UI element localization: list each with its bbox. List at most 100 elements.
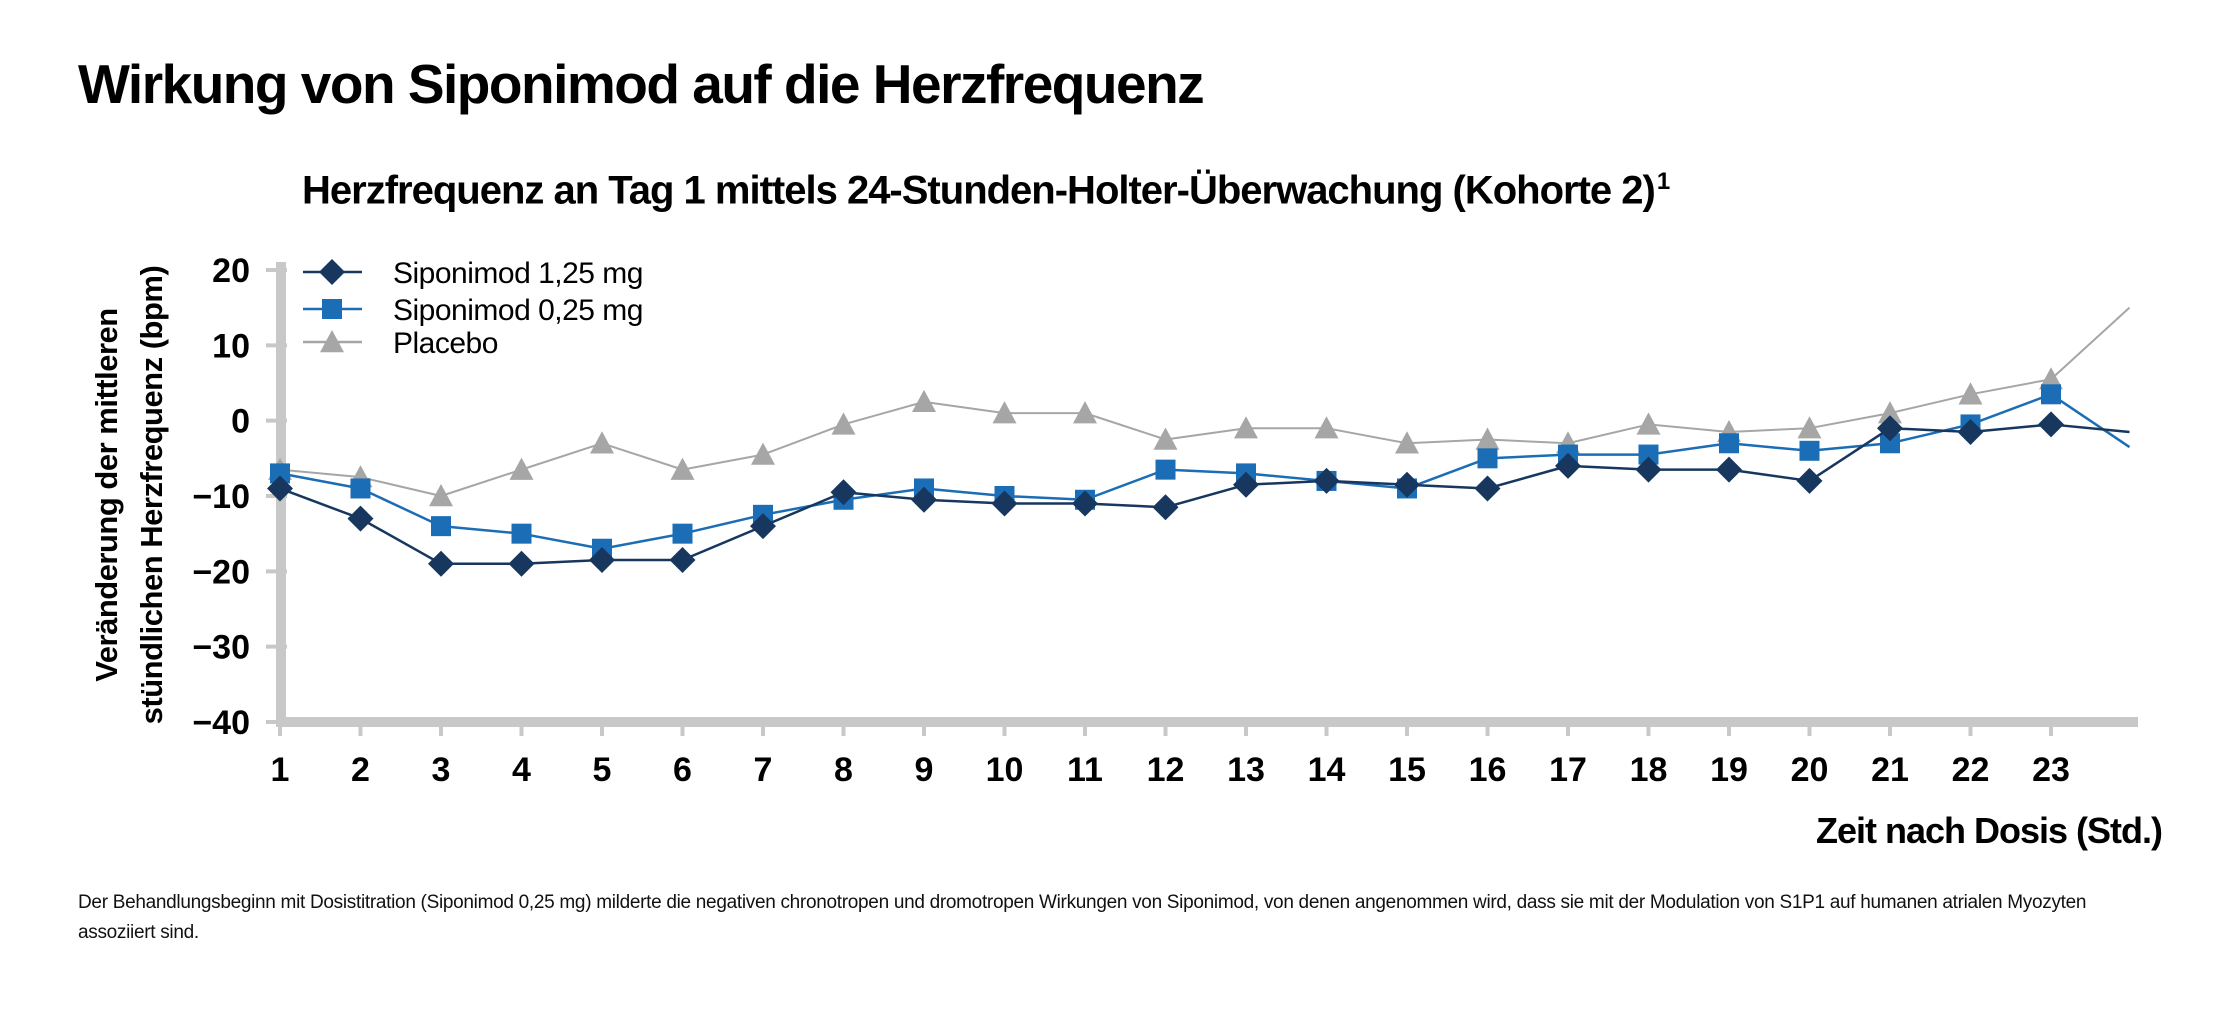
chart-title-text: Herzfrequenz an Tag 1 mittels 24-Stunden…: [302, 168, 1656, 213]
legend-marker: [322, 299, 342, 319]
x-tick-label: 12: [1147, 751, 1185, 789]
series-square: [270, 384, 2131, 559]
data-point: [1072, 490, 1098, 517]
data-point: [1073, 401, 1097, 424]
data-point: [1394, 471, 1420, 498]
x-tick-label: 5: [593, 751, 612, 789]
x-tick-label: 16: [1469, 751, 1507, 789]
data-point: [270, 463, 290, 484]
series-diamond: [267, 411, 2130, 577]
legend-label: Siponimod 1,25 mg: [393, 257, 643, 290]
y-tick-label: −10: [192, 478, 250, 516]
data-point: [1958, 382, 1983, 405]
data-point: [750, 513, 776, 540]
series-line: [279, 393, 2131, 550]
x-tick-label: 7: [754, 751, 773, 789]
data-point: [1877, 415, 1903, 442]
data-point: [1395, 431, 1419, 454]
data-point: [508, 550, 535, 577]
x-tick-label: 21: [1871, 751, 1909, 789]
data-point: [2039, 367, 2063, 390]
x-tick-label: 4: [512, 751, 531, 789]
data-point: [1477, 448, 1498, 469]
data-point: [1957, 418, 1984, 445]
y-tick-label: −20: [192, 553, 250, 591]
data-point: [669, 547, 696, 574]
series-line: [279, 306, 2131, 497]
data-point: [1635, 456, 1662, 483]
data-point: [2038, 411, 2064, 438]
footnote: Der Behandlungsbeginn mit Dosistitration…: [78, 892, 2087, 943]
y-axis-label-line: Veränderung der mittleren: [89, 308, 124, 681]
x-tick-label: 8: [834, 751, 853, 789]
y-tick-label: 20: [212, 252, 250, 290]
data-point: [1233, 471, 1259, 498]
x-tick-label: 15: [1388, 751, 1426, 789]
data-point: [1880, 433, 1900, 454]
data-point: [1475, 427, 1500, 450]
x-tick-label: 18: [1630, 751, 1668, 789]
x-tick-label: 17: [1549, 751, 1587, 789]
data-point: [992, 401, 1017, 424]
x-tick-label: 11: [1067, 751, 1103, 789]
x-tick-label: 1: [271, 751, 290, 789]
x-tick-label: 20: [1791, 751, 1829, 789]
data-point: [1799, 440, 1820, 461]
data-point: [1638, 444, 1659, 465]
x-axis-label: Zeit nach Dosis (Std.): [1816, 810, 2162, 851]
data-point: [2041, 384, 2061, 405]
x-tick-label: 10: [986, 751, 1024, 789]
data-point: [1234, 416, 1258, 439]
data-point: [911, 486, 937, 513]
data-point: [509, 457, 534, 480]
y-tick-label: 10: [212, 327, 250, 365]
data-point: [670, 457, 695, 480]
data-point: [1555, 452, 1581, 479]
data-point: [1314, 416, 1339, 439]
data-point: [672, 523, 693, 544]
legend-label: Placebo: [393, 327, 498, 360]
y-tick-label: −40: [192, 704, 250, 742]
x-tick-label: 3: [432, 751, 451, 789]
data-point: [1474, 475, 1501, 502]
legend: Siponimod 1,25 mg Siponimod 0,25 mgPlaceb…: [303, 257, 644, 360]
data-point: [912, 389, 936, 413]
data-point: [1152, 494, 1179, 521]
y-axis-label-line: stündlichen Herzfrequenz (bpm): [134, 266, 169, 725]
chart-title: Herzfrequenz an Tag 1 mittels 24-Stunden…: [302, 168, 1670, 213]
data-point: [1716, 456, 1742, 483]
data-point: [347, 505, 374, 532]
y-axis-label: Veränderung der mittleren stündlichen Her…: [89, 266, 169, 725]
data-point: [431, 516, 451, 537]
x-tick-label: 19: [1710, 751, 1748, 789]
data-point: [1878, 401, 1902, 424]
y-tick-label: 0: [231, 403, 250, 441]
x-tick-label: 6: [673, 751, 692, 789]
data-point: [830, 479, 857, 506]
data-point: [1313, 467, 1340, 494]
y-tick-label: −30: [192, 629, 250, 667]
legend-marker: [320, 330, 344, 353]
data-point: [1719, 433, 1739, 454]
data-point: [590, 431, 614, 454]
x-tick-label: 2: [351, 751, 370, 789]
x-tick-label: 14: [1308, 751, 1346, 789]
legend-marker: [319, 259, 345, 285]
data-point: [1636, 412, 1661, 435]
data-point: [589, 547, 615, 574]
chart-title-footnote-marker: 1: [1656, 168, 1670, 195]
series-line: [279, 423, 2130, 566]
data-point: [991, 490, 1018, 517]
data-point: [751, 442, 775, 465]
x-tick-label: 22: [1952, 751, 1990, 789]
data-point: [429, 484, 453, 507]
x-tick-label: 23: [2032, 751, 2070, 789]
data-point: [831, 412, 856, 435]
data-point: [428, 550, 454, 577]
data-point: [267, 475, 293, 502]
page-title: Wirkung von Siponimod auf die Herzfreque…: [78, 53, 1205, 115]
x-tick-label: 9: [915, 751, 934, 789]
data-point: [1153, 427, 1178, 450]
